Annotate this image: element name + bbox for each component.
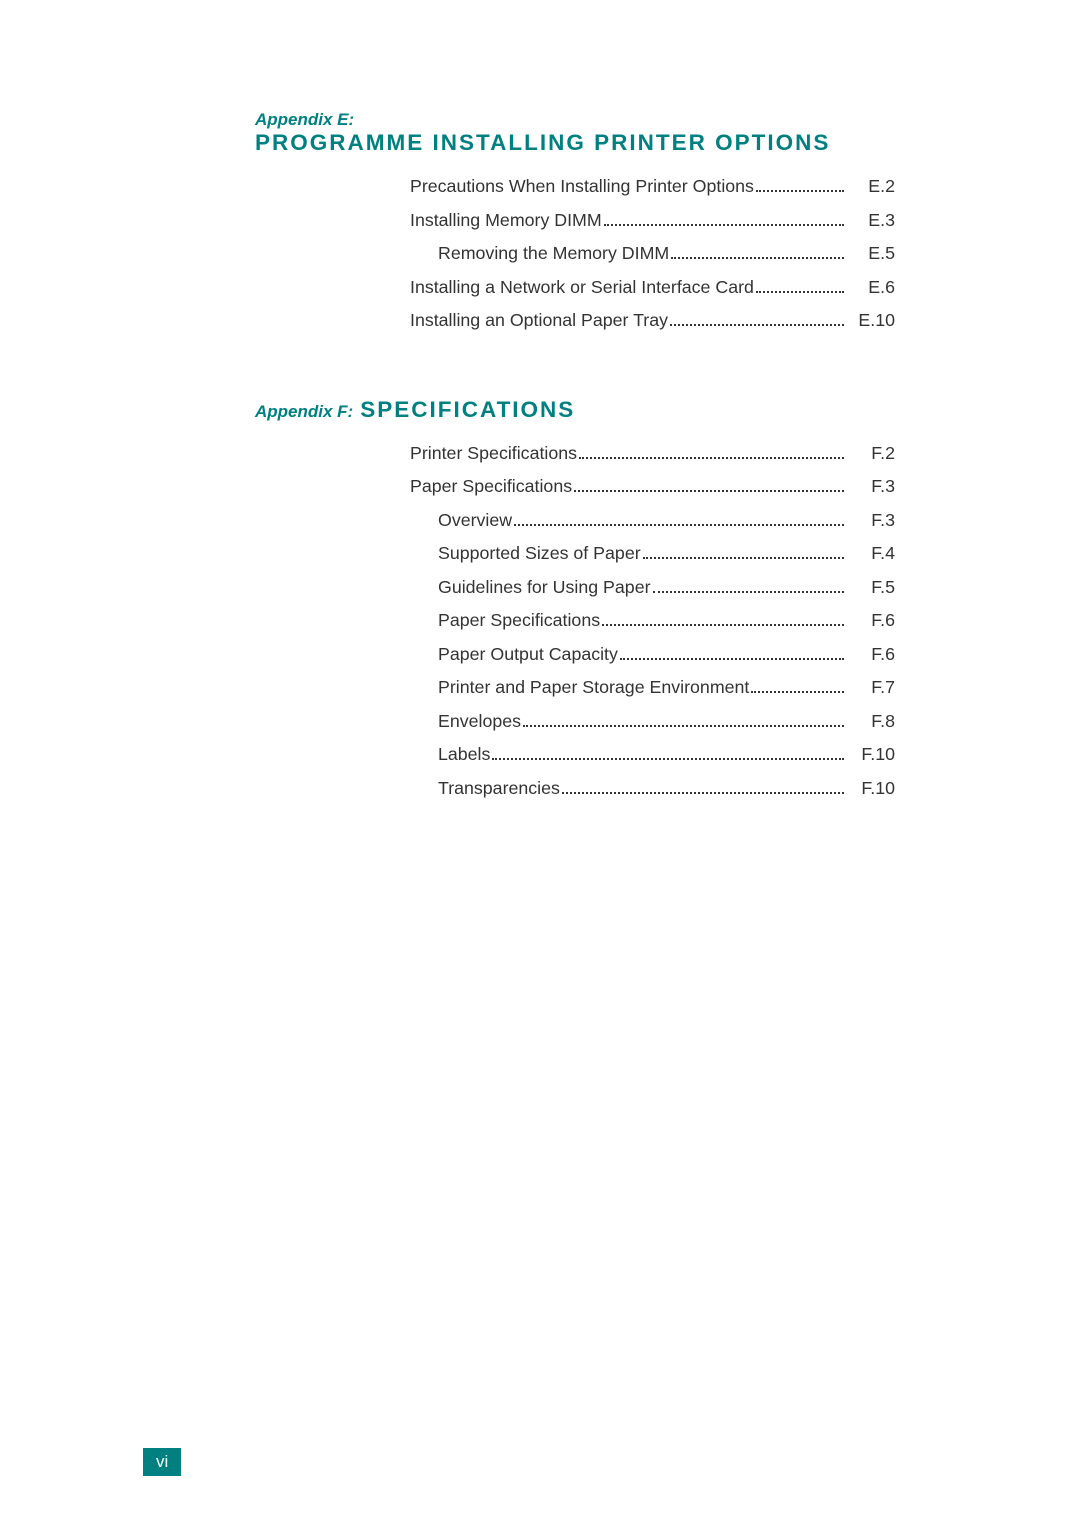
toc-entry-text: Labels [438,741,490,768]
toc-leader-dots [604,224,844,226]
toc-row: Installing Memory DIMM E.3 [410,207,895,234]
toc-leader-dots [756,190,844,192]
toc-leader-dots [514,524,844,526]
appendix-e-toc: Precautions When Installing Printer Opti… [410,173,895,334]
toc-entry-text: Envelopes [438,708,521,735]
page-number: vi [156,1452,168,1471]
toc-entry-page: F.8 [850,708,895,735]
toc-leader-dots [671,257,844,259]
page-content: Appendix E: PROGRAMME INSTALLING PRINTER… [0,0,1080,801]
toc-leader-dots [751,691,844,693]
appendix-e-header: Appendix E: PROGRAMME INSTALLING PRINTER… [255,110,910,156]
toc-entry-page: E.10 [850,307,895,334]
toc-row: Paper Output Capacity F.6 [410,641,895,668]
toc-leader-dots [602,624,844,626]
toc-row: Paper Specifications F.6 [410,607,895,634]
toc-row: Guidelines for Using Paper F.5 [410,574,895,601]
appendix-e-title: PROGRAMME INSTALLING PRINTER OPTIONS [255,130,830,156]
toc-entry-page: F.6 [850,607,895,634]
toc-entry-page: F.2 [850,440,895,467]
toc-entry-page: F.7 [850,674,895,701]
toc-row: Supported Sizes of Paper F.4 [410,540,895,567]
appendix-f-label: Appendix F: [255,402,353,422]
toc-entry-page: F.6 [850,641,895,668]
toc-entry-page: F.3 [850,507,895,534]
toc-entry-text: Installing an Optional Paper Tray [410,307,668,334]
toc-leader-dots [670,324,844,326]
appendix-e-label: Appendix E: [255,110,354,130]
appendix-f-toc: Printer Specifications F.2 Paper Specifica… [410,440,895,802]
page-number-badge: vi [143,1448,181,1476]
toc-entry-text: Installing a Network or Serial Interface… [410,274,754,301]
toc-entry-text: Transparencies [438,775,560,802]
toc-row: Installing a Network or Serial Interface… [410,274,895,301]
toc-entry-page: F.5 [850,574,895,601]
toc-leader-dots [562,792,844,794]
toc-row: Printer Specifications F.2 [410,440,895,467]
toc-leader-dots [523,725,844,727]
section-gap [255,341,910,397]
toc-row: Precautions When Installing Printer Opti… [410,173,895,200]
toc-entry-page: E.5 [850,240,895,267]
toc-row: Printer and Paper Storage Environment F.7 [410,674,895,701]
toc-entry-text: Guidelines for Using Paper [438,574,651,601]
toc-leader-dots [643,557,844,559]
toc-entry-page: F.4 [850,540,895,567]
toc-leader-dots [653,591,845,593]
toc-entry-text: Paper Specifications [438,607,600,634]
toc-row: Overview F.3 [410,507,895,534]
toc-entry-page: E.2 [850,173,895,200]
toc-entry-page: F.10 [850,741,895,768]
toc-leader-dots [574,490,844,492]
appendix-f-title: SPECIFICATIONS [360,397,575,423]
toc-row: Paper Specifications F.3 [410,473,895,500]
toc-entry-page: F.10 [850,775,895,802]
toc-entry-text: Removing the Memory DIMM [438,240,669,267]
toc-row: Transparencies F.10 [410,775,895,802]
toc-entry-text: Overview [438,507,512,534]
toc-leader-dots [620,658,844,660]
toc-entry-page: F.3 [850,473,895,500]
toc-leader-dots [756,291,844,293]
toc-entry-text: Printer Specifications [410,440,577,467]
toc-entry-page: E.6 [850,274,895,301]
toc-row: Removing the Memory DIMM E.5 [410,240,895,267]
toc-entry-text: Paper Output Capacity [438,641,618,668]
toc-entry-text: Installing Memory DIMM [410,207,602,234]
toc-entry-text: Paper Specifications [410,473,572,500]
appendix-f-header: Appendix F: SPECIFICATIONS [255,397,910,423]
toc-leader-dots [492,758,844,760]
toc-row: Installing an Optional Paper Tray E.10 [410,307,895,334]
toc-row: Envelopes F.8 [410,708,895,735]
toc-row: Labels F.10 [410,741,895,768]
toc-entry-text: Precautions When Installing Printer Opti… [410,173,754,200]
toc-entry-text: Printer and Paper Storage Environment [438,674,749,701]
toc-entry-text: Supported Sizes of Paper [438,540,641,567]
toc-leader-dots [579,457,844,459]
toc-entry-page: E.3 [850,207,895,234]
